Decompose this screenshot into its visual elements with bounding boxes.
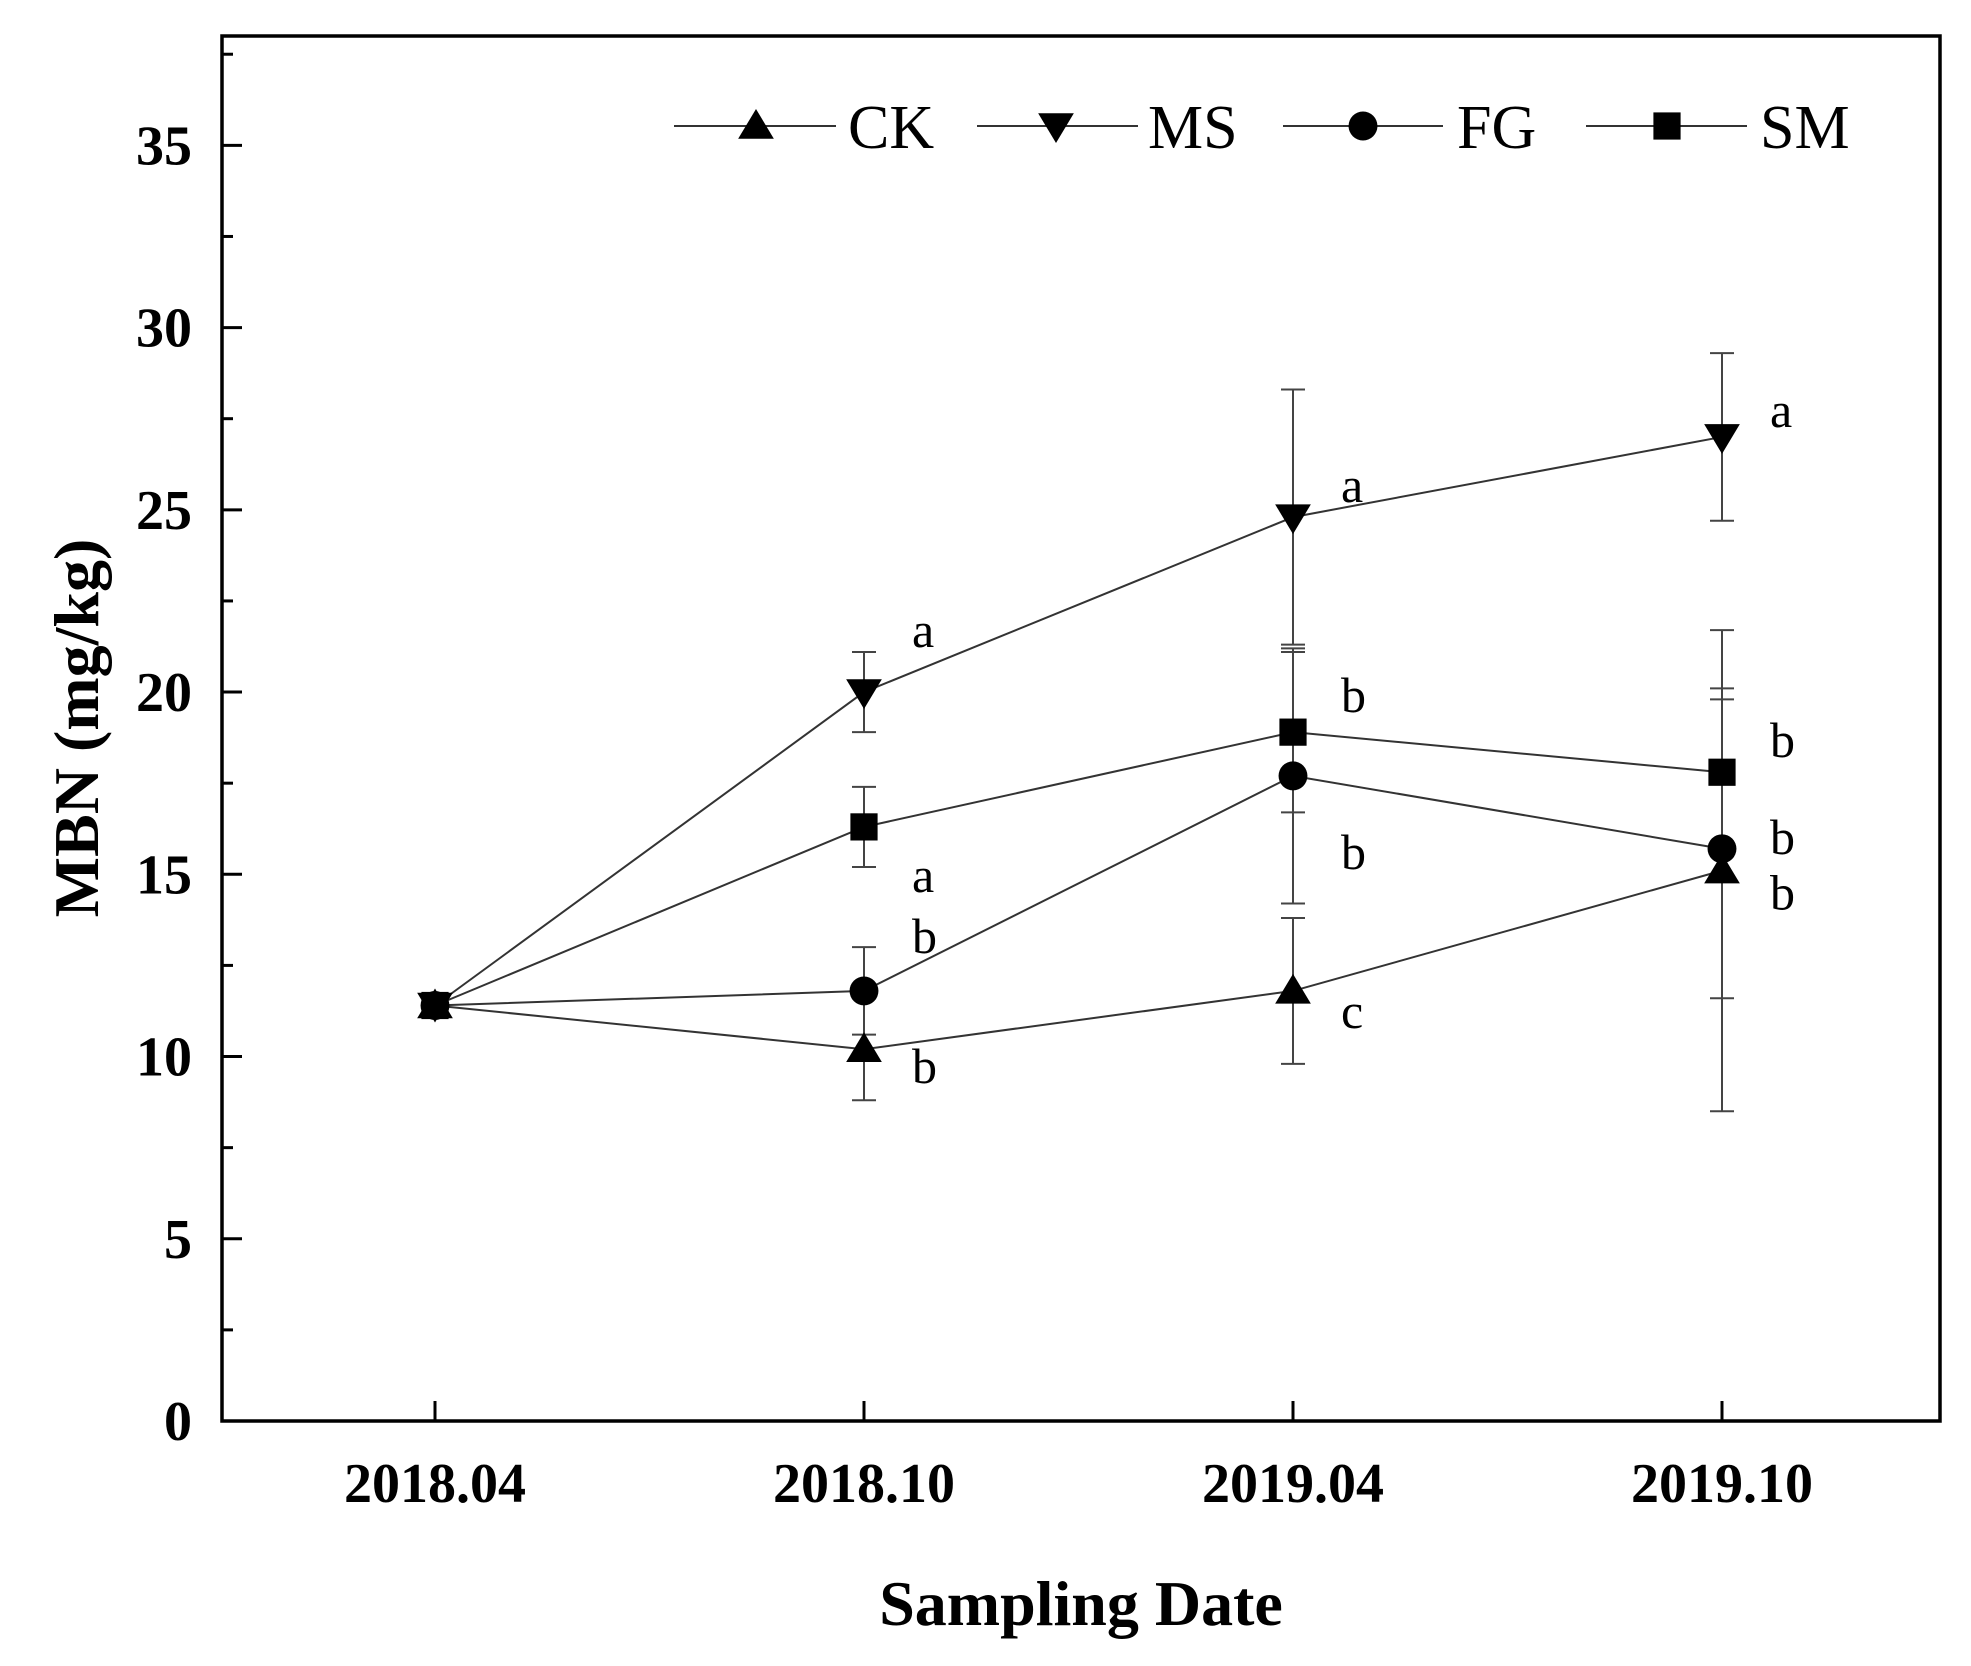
series-line-sm (434, 731, 1723, 1007)
markers-layer (417, 424, 1740, 1062)
data-point-sm (1708, 758, 1736, 786)
significance-label-ck: b (1770, 865, 1795, 921)
significance-label-fg: b (1770, 809, 1795, 865)
x-tick-label: 2019.10 (1631, 1453, 1813, 1515)
legend-label-fg: FG (1457, 94, 1536, 162)
legend-item-sm: SM (1586, 94, 1850, 162)
y-tick-label: 25 (136, 480, 192, 542)
data-point-ck (1704, 853, 1740, 884)
legend-label-ms: MS (1148, 94, 1238, 162)
significance-label-ck: c (1341, 983, 1363, 1039)
data-point-fg (1707, 834, 1737, 864)
data-point-sm (421, 991, 449, 1020)
significance-label-ck: b (912, 1038, 937, 1094)
series-line-ms (434, 435, 1723, 1007)
data-point-sm (850, 813, 878, 841)
data-point-ck (846, 1032, 882, 1062)
legend-item-ck: CK (674, 94, 934, 162)
significance-label-sm: b (1341, 667, 1366, 723)
y-tick-label: 0 (164, 1391, 192, 1453)
y-axis-title: MBN (mg/kg) (41, 539, 112, 918)
legend-item-fg: FG (1283, 94, 1536, 162)
y-tick-label: 20 (136, 662, 192, 724)
y-tick-label: 35 (136, 115, 192, 177)
data-point-fg (1278, 761, 1308, 791)
data-point-ms (1275, 504, 1311, 535)
data-point-ms (846, 679, 882, 710)
y-tick-label: 15 (136, 844, 192, 906)
y-tick-label: 10 (136, 1027, 192, 1089)
significance-label-sm: a (912, 847, 934, 903)
data-point-ck (1275, 973, 1311, 1004)
series-line-ck (434, 869, 1723, 1051)
x-tick-label: 2019.04 (1202, 1453, 1384, 1515)
ticks-layer: 0 5 10 15 20 25 30 35 2018.04 2018.10 2019.04 2019.… (136, 52, 1813, 1515)
significance-label-sm: b (1770, 712, 1795, 768)
x-tick-label: 2018.04 (344, 1453, 526, 1515)
legend-item-ms: MS (977, 94, 1238, 162)
series-line-fg (434, 774, 1723, 1007)
legend-marker-ck (738, 109, 774, 139)
significance-label-fg: b (912, 908, 937, 964)
significance-label-fg: b (1341, 824, 1366, 880)
axes-layer (220, 34, 1942, 1423)
legend: CK MS FG SM (674, 94, 1850, 162)
data-point-ms (1704, 424, 1740, 454)
data-point-fg (849, 976, 879, 1006)
significance-label-ms: a (1770, 382, 1792, 438)
legend-label-sm: SM (1760, 94, 1850, 162)
data-point-sm (1279, 718, 1307, 746)
y-tick-label: 30 (136, 298, 192, 360)
plot-frame (220, 34, 1942, 1423)
legend-label-ck: CK (848, 94, 934, 162)
legend-marker-sm (1653, 112, 1681, 140)
x-tick-label: 2018.10 (773, 1453, 955, 1515)
series-lines-layer (434, 435, 1723, 1051)
significance-label-ms: a (912, 602, 934, 658)
legend-marker-ms (1038, 113, 1074, 143)
x-axis-title: Sampling Date (879, 1568, 1283, 1639)
significance-label-ms: a (1341, 457, 1363, 513)
y-tick-label: 5 (164, 1209, 192, 1271)
legend-marker-fg (1348, 111, 1378, 141)
